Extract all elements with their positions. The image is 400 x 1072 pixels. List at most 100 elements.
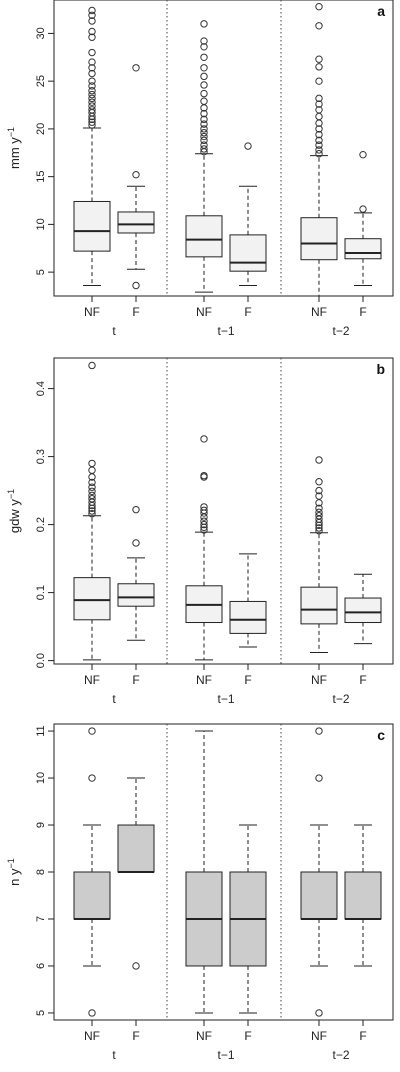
outlier-point [200,506,208,515]
outlier-point [359,150,367,159]
box-body [117,211,155,234]
outlier-point [315,1009,323,1017]
box-body [300,217,338,261]
outlier-point [88,27,96,36]
box-f-1 [229,824,267,1014]
outlier-point [88,487,96,495]
box-body [344,597,382,624]
outlier-point [132,539,140,547]
outlier-point [244,142,252,150]
outlier-point [315,512,323,520]
outlier-point [88,106,96,114]
outlier-point [88,82,96,90]
y-tick-label: 5 [35,1010,47,1016]
x-category-label: NF [311,1029,327,1043]
box-body [73,200,111,252]
outlier-point [200,97,208,105]
outlier-point [88,118,96,126]
outlier-point [315,150,323,158]
outlier-point [315,492,323,500]
outlier-point [132,64,140,72]
outlier-point [200,141,208,149]
y-tick-label: 6 [35,963,47,969]
y-tick-label: 0.4 [35,381,47,396]
outlier-point [132,505,140,514]
outlier-point [359,205,367,213]
plot-frame [53,357,394,665]
outlier-point [88,361,96,370]
outlier-point [315,112,323,121]
panel-c: 5 6 7 8 9 10 11 n y−1 c NF F NF F NF Ft t−1 t−2 [6,723,394,1062]
outlier-point [88,87,96,95]
y-tick-label: 10 [35,772,47,784]
box-nf-2 [300,456,338,653]
x-category-label: F [359,305,366,319]
box-nf-1 [185,435,223,661]
x-category-label: NF [196,1029,212,1043]
outlier-point [88,466,96,474]
box-nf-0 [73,361,111,661]
box-f-1 [229,553,267,648]
outlier-point [315,125,323,133]
box-body [344,238,382,260]
outlier-point [88,459,96,468]
outlier-point [88,774,96,782]
x-group-label: t−1 [217,324,234,338]
panel-b: 0.0 0.1 0.2 0.3 0.4 gdw y−1 b NF F NF F NF Ft t−1 t−2 [6,357,394,706]
outlier-point [88,121,96,129]
x-category-label: NF [311,673,327,687]
x-category-label: NF [84,1029,100,1043]
outlier-point [200,517,208,525]
y-axis-label: mm y−1 [6,127,22,169]
outlier-point [315,22,323,30]
outlier-point [315,94,323,103]
x-category-label: NF [196,673,212,687]
x-group-label: t−2 [332,692,349,706]
x-category-label: F [244,673,251,687]
outlier-point [88,11,96,19]
outlier-point [315,774,323,782]
outlier-point [200,81,208,89]
outlier-point [200,503,208,511]
outlier-point [88,77,96,85]
outlier-point [88,491,96,500]
outlier-point [200,37,208,45]
outlier-point [315,141,323,149]
box-nf-2 [300,727,338,1017]
x-group-label: t [112,324,116,338]
box-body [229,234,267,272]
outlier-point [315,2,323,11]
outlier-point [200,125,208,133]
outlier-point [88,6,96,15]
outlier-point [88,98,96,106]
outlier-point [132,962,140,970]
y-tick-label: 25 [35,75,47,87]
x-category-label: NF [84,673,100,687]
outlier-point [315,136,323,145]
outlier-point [315,478,323,486]
y-axis-label: n y−1 [6,858,22,886]
y-tick-label: 7 [35,916,47,922]
x-category-label: F [132,305,139,319]
box-body [73,577,111,621]
outlier-point [315,77,323,85]
outlier-point [200,43,208,51]
y-tick-label: 9 [35,822,47,828]
x-category-label: NF [84,305,100,319]
x-group-label: t [112,1048,116,1062]
y-tick-label: 0.0 [35,653,47,668]
outlier-point [200,129,208,137]
box-body [185,215,223,258]
outlier-point [88,69,96,78]
outlier-point [132,281,140,290]
y-tick-label: 0.1 [35,585,47,600]
outlier-point [88,507,96,515]
outlier-point [315,106,323,114]
box-f-0 [117,505,155,641]
outlier-point [88,483,96,491]
outlier-point [200,115,208,124]
outlier-point [200,64,208,72]
x-group-label: t−1 [217,692,234,706]
outlier-point [88,90,96,99]
